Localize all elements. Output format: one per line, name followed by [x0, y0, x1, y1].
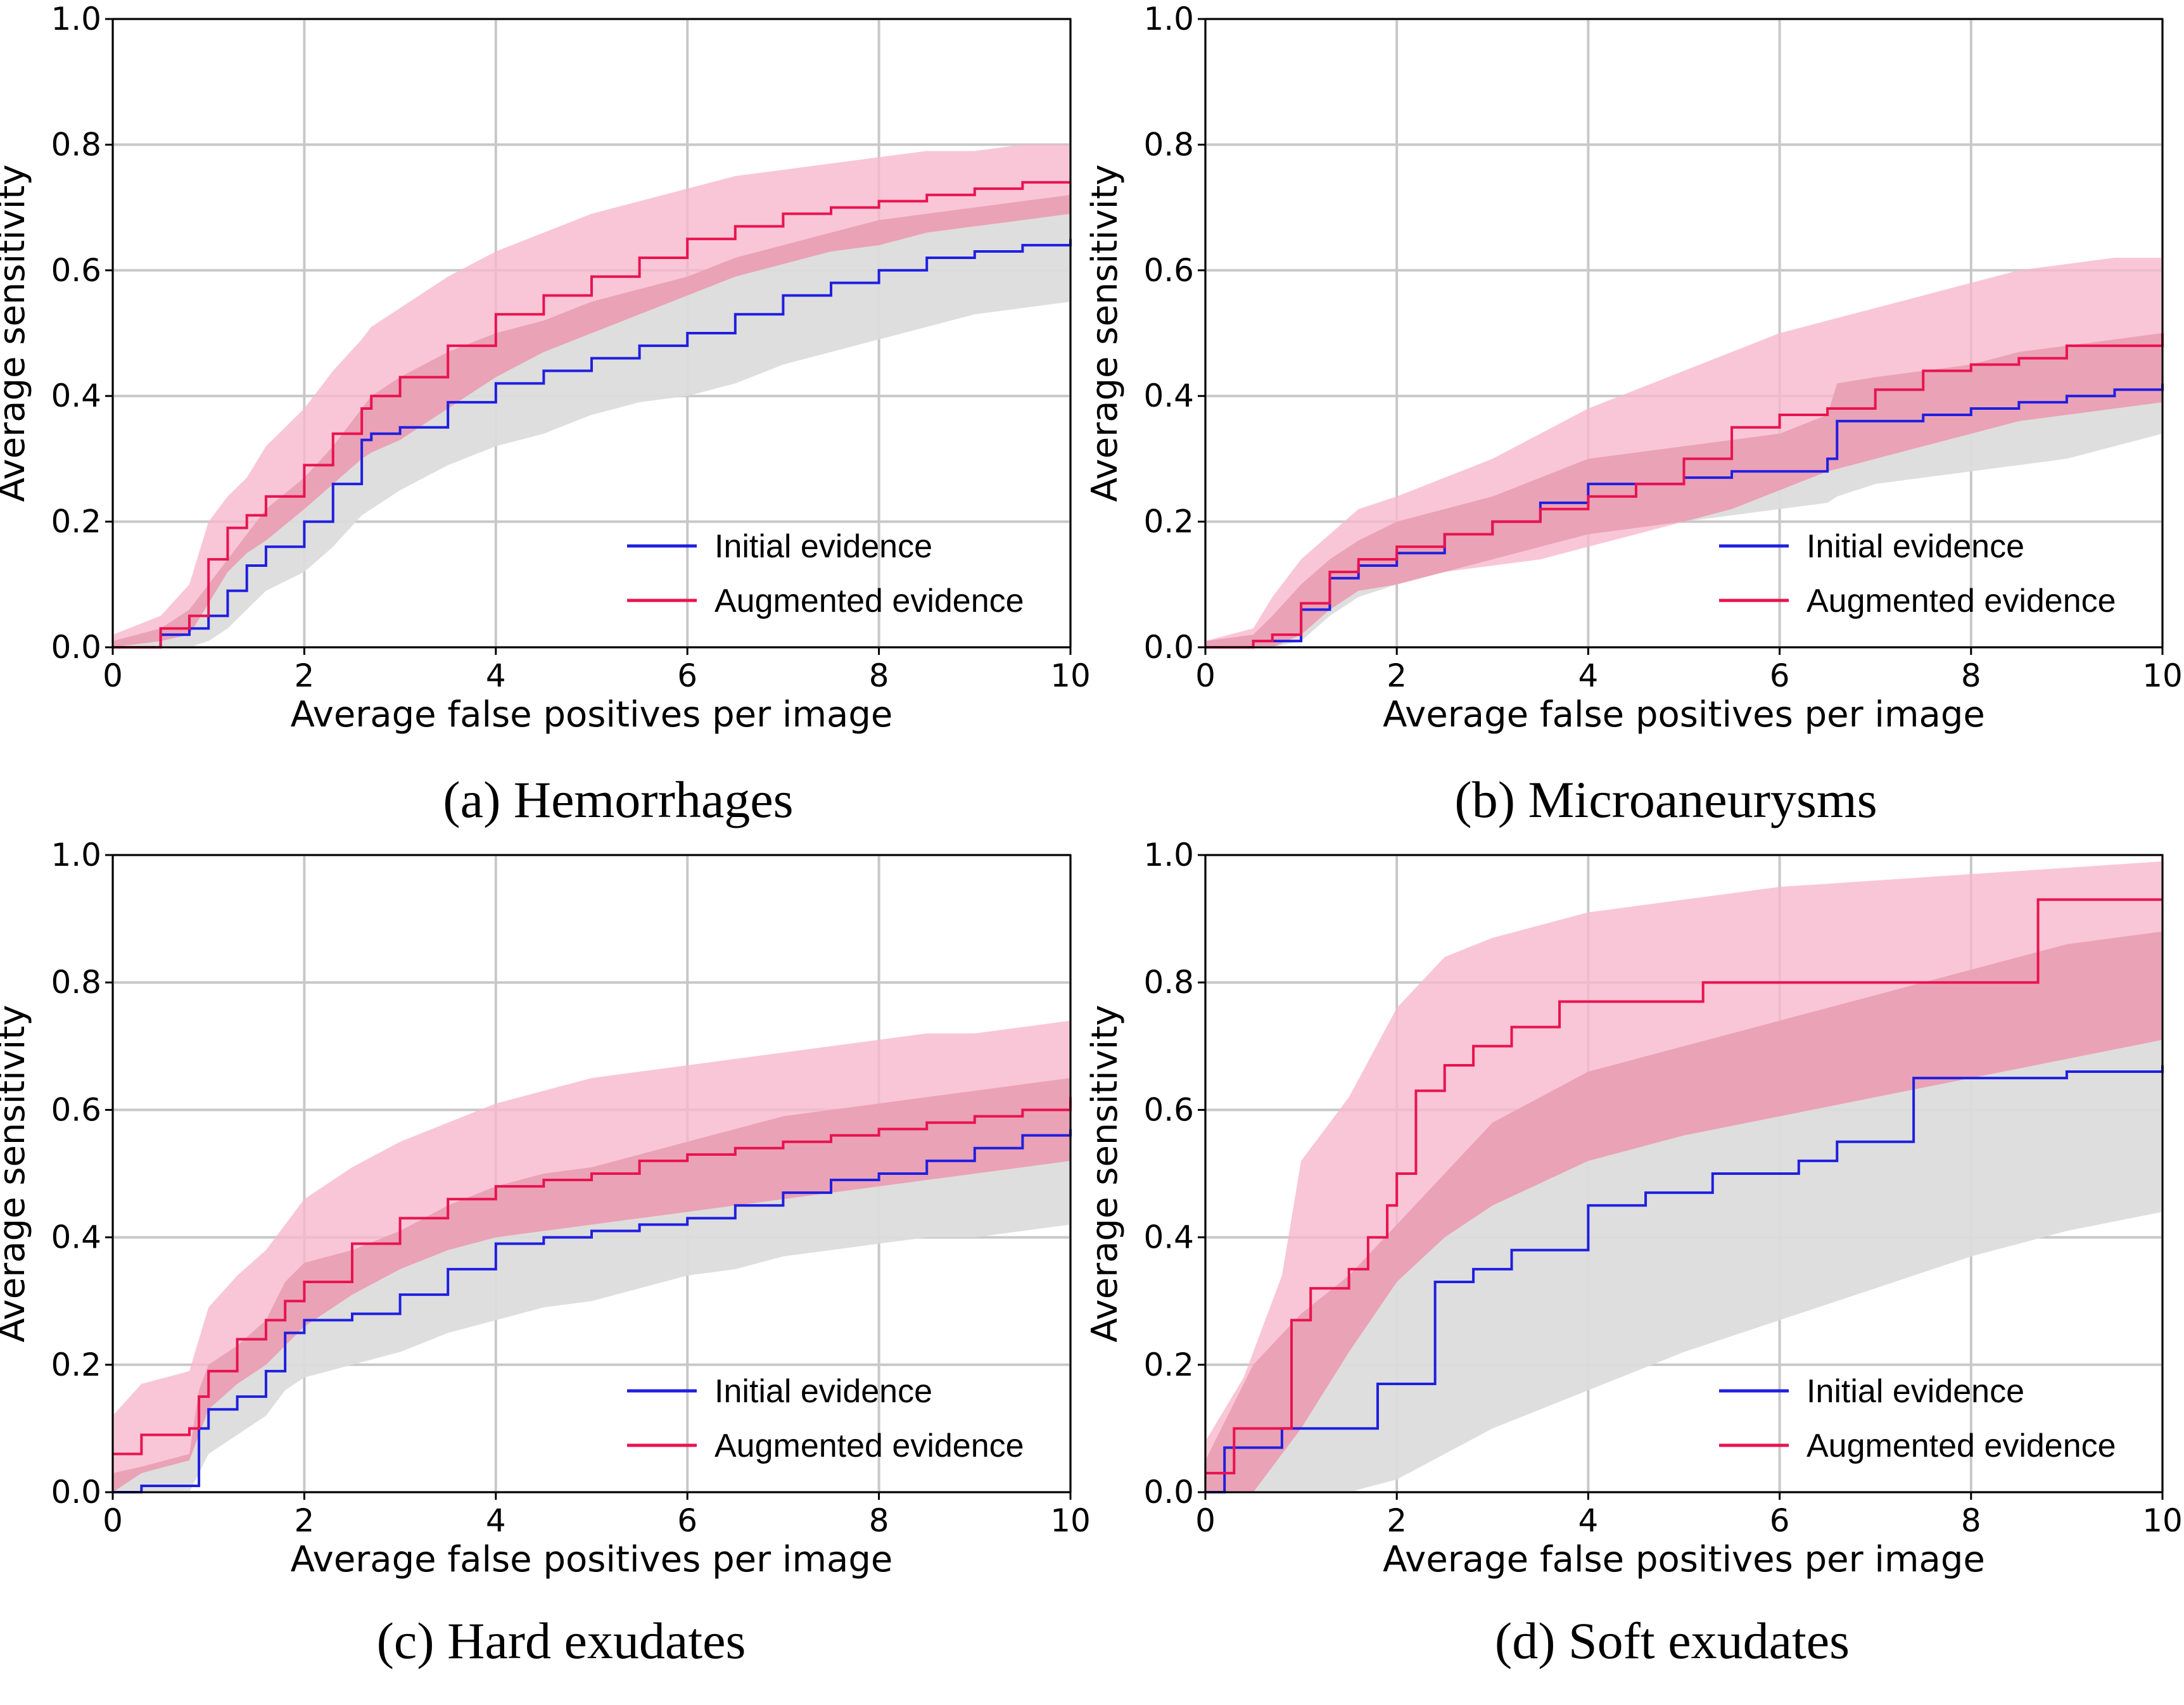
- y-axis-label: Average sensitivity: [1084, 165, 1126, 502]
- y-tick-label: 0.6: [51, 1091, 101, 1128]
- legend-augmented-label: Augmented evidence: [1806, 1428, 2116, 1464]
- y-axis-label: Average sensitivity: [0, 165, 33, 502]
- x-axis-label: Average false positives per image: [1383, 694, 1985, 735]
- y-tick-label: 0.6: [51, 252, 101, 289]
- panel-caption: (d) Soft exudates: [1495, 1612, 1850, 1670]
- x-tick-label: 0: [1195, 657, 1216, 694]
- y-axis-label: Average sensitivity: [0, 1005, 33, 1343]
- y-tick-label: 0.2: [51, 1347, 101, 1383]
- x-tick-label: 8: [869, 657, 889, 694]
- axes-frame: [111, 854, 1072, 1493]
- x-axis-label: Average false positives per image: [291, 694, 893, 735]
- y-tick-label: 0.0: [1143, 629, 1194, 666]
- y-tick-label: 0.8: [51, 126, 101, 163]
- y-tick-label: 1.0: [1143, 1, 1194, 37]
- y-tick-label: 0.4: [51, 377, 101, 414]
- x-tick-label: 8: [1961, 1502, 1981, 1539]
- y-tick-label: 0.0: [51, 629, 101, 666]
- initial-evidence-line: [1205, 1065, 2164, 1493]
- legend-augmented-label: Augmented evidence: [714, 583, 1024, 619]
- augmented-evidence-line: [113, 181, 1070, 649]
- x-axis-label: Average false positives per image: [1383, 1539, 1985, 1580]
- y-tick-label: 0.4: [1143, 1219, 1194, 1256]
- x-tick-label: 2: [294, 657, 314, 694]
- panel-4: 0 2 4 6 8 10 0.0 0.2 0.4 0.6 0.8 1.0 Average false p…: [1084, 837, 2183, 1670]
- initial-evidence-line: [113, 1129, 1072, 1493]
- panel-caption: (a) Hemorrhages: [443, 771, 793, 828]
- x-tick-label: 0: [103, 657, 123, 694]
- panel-caption: (c) Hard exudates: [377, 1612, 746, 1670]
- y-axis-label: Average sensitivity: [1084, 1005, 1126, 1343]
- y-tick-label: 0.6: [1143, 252, 1194, 289]
- y-tick-label: 0.0: [1143, 1474, 1194, 1511]
- x-tick-label: 10: [1050, 1502, 1091, 1539]
- y-tick-label: 0.2: [51, 504, 101, 540]
- y-tick-label: 0.6: [1143, 1091, 1194, 1128]
- x-tick-label: 0: [103, 1502, 123, 1539]
- y-tick-label: 0.4: [51, 1219, 101, 1256]
- panel-caption: (b) Microaneurysms: [1454, 771, 1877, 828]
- x-tick-label: 2: [1387, 657, 1407, 694]
- axes-frame: [1204, 18, 2164, 649]
- y-tick-label: 0.2: [1143, 504, 1194, 540]
- y-tick-label: 0.8: [1143, 126, 1194, 163]
- x-tick-label: 2: [1387, 1502, 1407, 1539]
- axes-frame: [111, 18, 1072, 649]
- axes-frame: [1204, 854, 2164, 1493]
- x-tick-label: 6: [677, 657, 697, 694]
- panel-2: 0 2 4 6 8 10 0.0 0.2 0.4 0.6 0.8 1.0 Average false p…: [1084, 1, 2183, 828]
- panel-1: 0 2 4 6 8 10 0.0 0.2 0.4 0.6 0.8 1.0 Average false p…: [0, 1, 1091, 828]
- legend-initial-label: Initial evidence: [714, 1373, 932, 1410]
- x-tick-label: 0: [1195, 1502, 1216, 1539]
- y-tick-label: 1.0: [51, 837, 101, 873]
- x-tick-label: 4: [1578, 657, 1598, 694]
- panel-3: 0 2 4 6 8 10 0.0 0.2 0.4 0.6 0.8 1.0 Average false p…: [0, 837, 1091, 1670]
- y-tick-label: 0.4: [1143, 377, 1194, 414]
- x-tick-label: 8: [869, 1502, 889, 1539]
- legend-augmented-label: Augmented evidence: [1806, 583, 2116, 619]
- x-tick-label: 10: [2142, 657, 2183, 694]
- x-tick-label: 6: [677, 1502, 697, 1539]
- y-tick-label: 0.0: [51, 1474, 101, 1511]
- legend-initial-label: Initial evidence: [714, 528, 932, 565]
- x-tick-label: 4: [486, 1502, 506, 1539]
- x-tick-label: 2: [294, 1502, 314, 1539]
- initial-evidence-line: [113, 239, 1072, 649]
- initial-evidence-band: [113, 194, 1070, 647]
- legend-initial-label: Initial evidence: [1806, 528, 2024, 565]
- augmented-evidence-line: [113, 1097, 1072, 1455]
- x-tick-label: 6: [1770, 1502, 1790, 1539]
- x-tick-label: 4: [1578, 1502, 1598, 1539]
- x-tick-label: 4: [486, 657, 506, 694]
- legend-augmented-label: Augmented evidence: [714, 1428, 1024, 1464]
- y-tick-label: 1.0: [1143, 837, 1194, 873]
- augmented-evidence-line: [1205, 333, 2164, 649]
- y-tick-label: 1.0: [51, 1, 101, 37]
- y-tick-label: 0.8: [51, 964, 101, 1001]
- legend-initial-label: Initial evidence: [1806, 1373, 2024, 1410]
- x-tick-label: 8: [1961, 657, 1981, 694]
- y-tick-label: 0.2: [1143, 1347, 1194, 1383]
- x-axis-label: Average false positives per image: [291, 1539, 893, 1580]
- x-tick-label: 6: [1770, 657, 1790, 694]
- x-tick-label: 10: [1050, 657, 1091, 694]
- augmented-evidence-line: [1205, 898, 2162, 1474]
- x-tick-label: 10: [2142, 1502, 2183, 1539]
- y-tick-label: 0.8: [1143, 964, 1194, 1001]
